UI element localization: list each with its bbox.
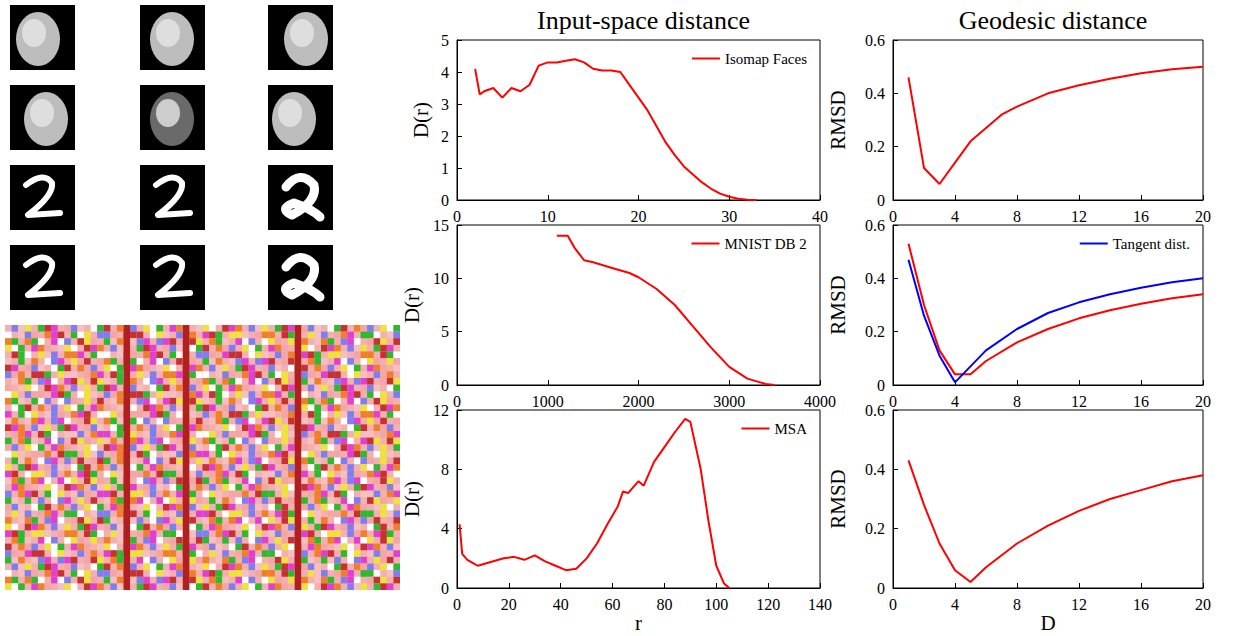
svg-text:0: 0: [453, 393, 461, 410]
svg-text:5: 5: [441, 323, 449, 340]
svg-text:12: 12: [1071, 393, 1087, 410]
svg-text:r: r: [635, 611, 642, 635]
svg-text:120: 120: [756, 596, 780, 613]
svg-text:D(r): D(r): [400, 481, 424, 517]
svg-text:0: 0: [889, 393, 897, 410]
svg-text:8: 8: [1013, 393, 1021, 410]
svg-text:Geodesic distance: Geodesic distance: [959, 6, 1147, 35]
svg-text:80: 80: [656, 596, 672, 613]
svg-text:4: 4: [951, 208, 959, 225]
svg-text:60: 60: [605, 596, 621, 613]
svg-text:30: 30: [721, 208, 737, 225]
svg-text:3000: 3000: [713, 393, 745, 410]
svg-text:Tangent dist.: Tangent dist.: [1113, 236, 1190, 252]
svg-text:8: 8: [441, 461, 449, 478]
svg-text:100: 100: [704, 596, 728, 613]
svg-text:12: 12: [433, 402, 449, 419]
svg-text:0: 0: [877, 192, 885, 209]
svg-text:D(r): D(r): [400, 287, 424, 323]
svg-text:20: 20: [1195, 596, 1211, 613]
svg-text:0.4: 0.4: [865, 461, 885, 478]
svg-text:8: 8: [1013, 208, 1021, 225]
svg-text:4: 4: [441, 520, 449, 537]
svg-text:10: 10: [433, 270, 449, 287]
svg-text:1000: 1000: [532, 393, 564, 410]
svg-text:0: 0: [441, 580, 449, 597]
svg-text:20: 20: [1195, 208, 1211, 225]
svg-text:2: 2: [441, 128, 449, 145]
svg-text:40: 40: [553, 596, 569, 613]
svg-text:RMSD: RMSD: [826, 469, 850, 529]
svg-text:0: 0: [877, 377, 885, 394]
svg-text:4: 4: [441, 64, 449, 81]
svg-text:0: 0: [441, 192, 449, 209]
svg-text:1: 1: [441, 160, 449, 177]
svg-text:5: 5: [441, 32, 449, 49]
svg-text:0.2: 0.2: [865, 138, 885, 155]
svg-text:4: 4: [951, 393, 959, 410]
svg-text:16: 16: [1133, 208, 1149, 225]
svg-text:D: D: [1040, 611, 1055, 635]
svg-text:0: 0: [453, 596, 461, 613]
svg-text:0.4: 0.4: [865, 85, 885, 102]
svg-text:20: 20: [1195, 393, 1211, 410]
svg-text:0: 0: [889, 208, 897, 225]
svg-text:0.6: 0.6: [865, 217, 885, 234]
svg-text:0: 0: [889, 596, 897, 613]
svg-text:MNIST DB 2: MNIST DB 2: [724, 236, 806, 252]
svg-text:20: 20: [631, 208, 647, 225]
svg-text:0.6: 0.6: [865, 32, 885, 49]
svg-text:Isomap Faces: Isomap Faces: [725, 51, 807, 67]
svg-text:15: 15: [433, 217, 449, 234]
svg-text:RMSD: RMSD: [826, 275, 850, 335]
svg-text:40: 40: [812, 208, 828, 225]
svg-text:20: 20: [501, 596, 517, 613]
svg-text:16: 16: [1133, 596, 1149, 613]
svg-text:0: 0: [453, 208, 461, 225]
svg-text:0.2: 0.2: [865, 520, 885, 537]
svg-text:0.6: 0.6: [865, 402, 885, 419]
svg-text:12: 12: [1071, 596, 1087, 613]
svg-text:4000: 4000: [804, 393, 836, 410]
svg-text:0: 0: [441, 377, 449, 394]
svg-text:Input-space distance: Input-space distance: [537, 6, 750, 35]
svg-text:D(r): D(r): [409, 102, 433, 138]
svg-text:2000: 2000: [623, 393, 655, 410]
svg-text:12: 12: [1071, 208, 1087, 225]
svg-text:140: 140: [808, 596, 832, 613]
svg-text:0.2: 0.2: [865, 323, 885, 340]
svg-text:MSA: MSA: [774, 421, 807, 437]
svg-text:0: 0: [877, 580, 885, 597]
svg-text:16: 16: [1133, 393, 1149, 410]
svg-text:3: 3: [441, 96, 449, 113]
svg-text:8: 8: [1013, 596, 1021, 613]
svg-text:RMSD: RMSD: [826, 90, 850, 150]
svg-text:0.4: 0.4: [865, 270, 885, 287]
svg-text:10: 10: [540, 208, 556, 225]
svg-text:4: 4: [951, 596, 959, 613]
